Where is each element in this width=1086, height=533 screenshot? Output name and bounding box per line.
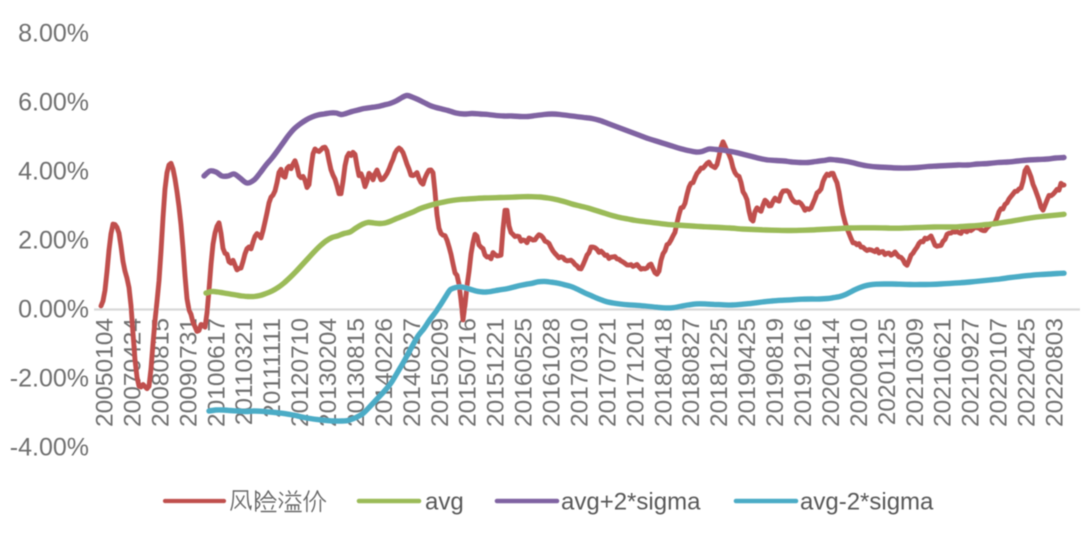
svg-text:avg+2*sigma: avg+2*sigma bbox=[561, 489, 701, 516]
svg-text:20050104: 20050104 bbox=[92, 318, 119, 427]
svg-text:20140827: 20140827 bbox=[399, 318, 426, 427]
svg-text:avg-2*sigma: avg-2*sigma bbox=[800, 489, 934, 516]
svg-text:20181225: 20181225 bbox=[706, 318, 733, 427]
svg-text:-4.00%: -4.00% bbox=[10, 434, 89, 462]
svg-text:8.00%: 8.00% bbox=[18, 20, 89, 48]
svg-text:20150209: 20150209 bbox=[427, 318, 454, 427]
svg-text:20111111: 20111111 bbox=[259, 318, 286, 418]
svg-text:20161028: 20161028 bbox=[539, 318, 566, 427]
svg-text:20191216: 20191216 bbox=[790, 318, 817, 427]
svg-text:20151221: 20151221 bbox=[483, 318, 510, 427]
svg-text:20201125: 20201125 bbox=[874, 318, 901, 425]
svg-text:20170721: 20170721 bbox=[594, 318, 621, 427]
svg-text:20090731: 20090731 bbox=[175, 318, 202, 427]
svg-text:20190819: 20190819 bbox=[762, 318, 789, 427]
svg-text:20140226: 20140226 bbox=[371, 318, 398, 427]
svg-text:20200810: 20200810 bbox=[846, 318, 873, 427]
svg-text:avg: avg bbox=[425, 489, 464, 516]
svg-text:20190425: 20190425 bbox=[734, 318, 761, 427]
svg-text:20210927: 20210927 bbox=[958, 318, 985, 427]
svg-text:6.00%: 6.00% bbox=[18, 89, 89, 117]
svg-text:20170310: 20170310 bbox=[567, 318, 594, 427]
svg-text:20130204: 20130204 bbox=[315, 318, 342, 427]
svg-text:20110321: 20110321 bbox=[231, 318, 258, 425]
svg-text:20150716: 20150716 bbox=[455, 318, 482, 427]
svg-text:20171201: 20171201 bbox=[622, 318, 649, 427]
svg-text:20220425: 20220425 bbox=[1014, 318, 1041, 427]
svg-text:20160525: 20160525 bbox=[511, 318, 538, 427]
svg-text:20200414: 20200414 bbox=[818, 318, 845, 427]
svg-text:20220107: 20220107 bbox=[986, 318, 1013, 427]
svg-text:20210309: 20210309 bbox=[902, 318, 929, 427]
svg-text:20210621: 20210621 bbox=[930, 318, 957, 427]
svg-text:20180418: 20180418 bbox=[650, 318, 677, 427]
svg-text:0.00%: 0.00% bbox=[18, 296, 89, 324]
svg-text:20180827: 20180827 bbox=[678, 318, 705, 427]
svg-text:-2.00%: -2.00% bbox=[10, 365, 89, 393]
svg-text:20220803: 20220803 bbox=[1042, 318, 1069, 427]
svg-text:4.00%: 4.00% bbox=[18, 158, 89, 186]
svg-text:20120710: 20120710 bbox=[287, 318, 314, 427]
svg-text:2.00%: 2.00% bbox=[18, 227, 89, 255]
